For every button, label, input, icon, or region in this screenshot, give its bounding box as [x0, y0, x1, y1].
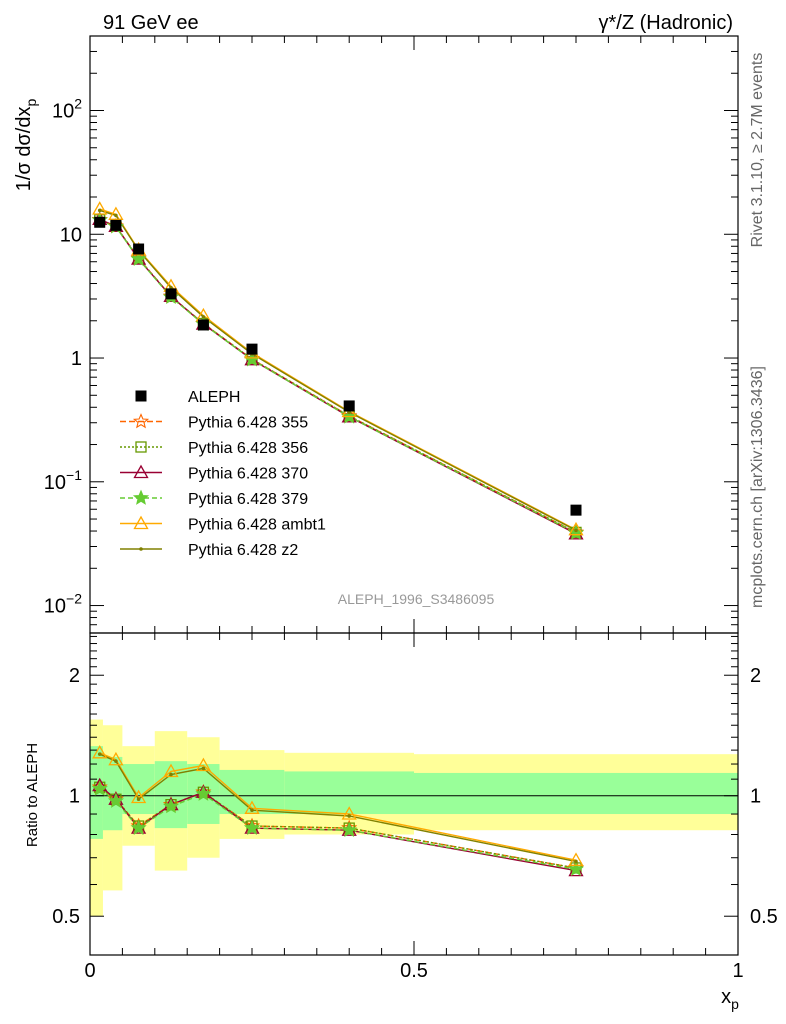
ratio-series-4-point: [244, 800, 260, 814]
ratio-y-tick-label-0: 0.5: [52, 906, 80, 928]
legend-marker-1: [135, 441, 147, 453]
ratio-series-5-point: [97, 752, 102, 756]
ratio-series-4-point: [195, 757, 212, 772]
ratio-series-3-point: [91, 780, 108, 796]
legend-marker-4: [133, 515, 149, 530]
main-series-line-0: [99, 219, 577, 534]
ratio-uncertainty-bands: [90, 719, 738, 917]
ratio-series-3-point: [195, 785, 212, 801]
ratio-y-tick-label-1: 1: [69, 786, 80, 808]
ratio-series-3-point: [341, 821, 358, 838]
x-tick-label-1: 0.5: [400, 960, 428, 982]
main-series-5-point: [574, 528, 578, 533]
ratio-series-4-point: [92, 744, 108, 759]
ratio-series-line-5: [99, 753, 577, 863]
x-tick-label-0: 0: [84, 960, 95, 982]
legend-label-5: Pythia 6.428 z2: [188, 542, 298, 559]
main-series-line-5: [99, 209, 577, 532]
aleph-data-point: [343, 400, 355, 412]
aleph-data-point: [197, 319, 209, 331]
aleph-data-point: [570, 504, 582, 516]
main-series-3-point: [567, 524, 585, 540]
green-band-1: [102, 756, 123, 831]
analysis-label: ALEPH_1996_S3486095: [338, 591, 495, 607]
ratio-y-tick-label-right-1: 1: [750, 786, 761, 808]
main-y-tick-label-2: 1: [71, 348, 82, 370]
ratio-series-3-point: [567, 860, 585, 877]
aleph-data-point: [94, 216, 106, 228]
main-series-5-point: [114, 213, 118, 218]
ratio-series-4-point: [108, 751, 124, 766]
legend-marker-3: [132, 489, 150, 505]
legend-label-0: Pythia 6.428 355: [188, 415, 308, 432]
ratio-series-4-point: [163, 763, 179, 778]
ratio-series-3-point: [162, 798, 180, 814]
main-series-line-1: [99, 219, 577, 534]
ratio-y-tick-label-right-0: 0.5: [750, 906, 778, 928]
aleph-data-point: [110, 219, 122, 231]
main-series-line-3: [99, 219, 577, 534]
legend-aleph-label: ALEPH: [188, 389, 240, 406]
series-markers: [91, 201, 585, 877]
main-series-line-4: [99, 208, 577, 531]
main-y-tick-label-3: 10: [60, 224, 82, 246]
aleph-data-point: [133, 243, 145, 255]
main-series-4-point: [92, 201, 108, 215]
ratio-y-tick-label-right-2: 2: [750, 665, 761, 687]
green-band-7: [414, 772, 738, 815]
main-series-3-point: [130, 250, 147, 266]
legend-label-3: Pythia 6.428 379: [188, 491, 308, 508]
legend-aleph-marker: [135, 390, 147, 402]
rivet-label: Rivet 3.1.10, ≥ 2.7M events: [749, 53, 766, 248]
mcplots-label: mcplots.cern.ch [arXiv:1306.3436]: [749, 366, 766, 608]
main-y-tick-label-4: 102: [52, 96, 82, 123]
main-series-4-point: [108, 206, 124, 220]
legend: ALEPH Pythia 6.428 355 Pythia 6.428 356 Pyt…: [120, 389, 326, 559]
legend-label-1: Pythia 6.428 356: [188, 440, 308, 457]
ratio-series-5-point: [347, 814, 352, 818]
ratio-y-axis-label: Ratio to ALEPH: [24, 743, 41, 847]
ratio-series-line-1: [99, 786, 577, 869]
ratio-series-3-point: [130, 819, 147, 835]
ratio-series-5-point: [250, 808, 254, 813]
x-axis-label: xp: [721, 986, 739, 1012]
header-right: γ*/Z (Hadronic): [599, 12, 733, 34]
ratio-series-5-point: [114, 759, 118, 763]
ratio-series-line-4: [99, 752, 577, 861]
main-series-5-point: [97, 208, 102, 213]
main-y-tick-label-0: 10−2: [44, 591, 82, 618]
main-series-line-2: [99, 218, 577, 535]
axis-ticks: 10−2 10−1 1 10 102 0.5 0.5 1 1 2 2 0 0.5 1: [44, 35, 778, 982]
legend-marker-2: [133, 464, 149, 479]
legend-marker-5: [139, 547, 143, 551]
main-y-axis-label: 1/σ dσ/dxp: [13, 99, 39, 192]
ratio-series-4-point: [130, 789, 147, 804]
legend-label-2: Pythia 6.428 370: [188, 466, 308, 483]
main-series-4-point: [568, 521, 584, 536]
ratio-series-3-point: [107, 792, 124, 808]
ratio-series-4-point: [341, 806, 357, 820]
ratio-series-5-point: [169, 772, 173, 777]
main-series-5-point: [201, 315, 206, 319]
ratio-series-5-point: [136, 797, 141, 802]
header-left: 91 GeV ee: [103, 12, 199, 34]
main-y-tick-label-1: 10−1: [44, 467, 82, 494]
x-tick-label-2: 1: [732, 960, 743, 982]
aleph-data-point: [246, 343, 258, 355]
ratio-series-4-point: [568, 852, 584, 866]
legend-label-4: Pythia 6.428 ambt1: [188, 517, 326, 534]
legend-marker-0: [132, 413, 150, 429]
ratio-y-tick-label-2: 2: [69, 665, 80, 687]
ratio-series-5-point: [201, 766, 206, 771]
ratio-series-3-point: [243, 819, 261, 835]
aleph-data-point: [165, 288, 177, 300]
ratio-series-5-point: [574, 859, 578, 864]
